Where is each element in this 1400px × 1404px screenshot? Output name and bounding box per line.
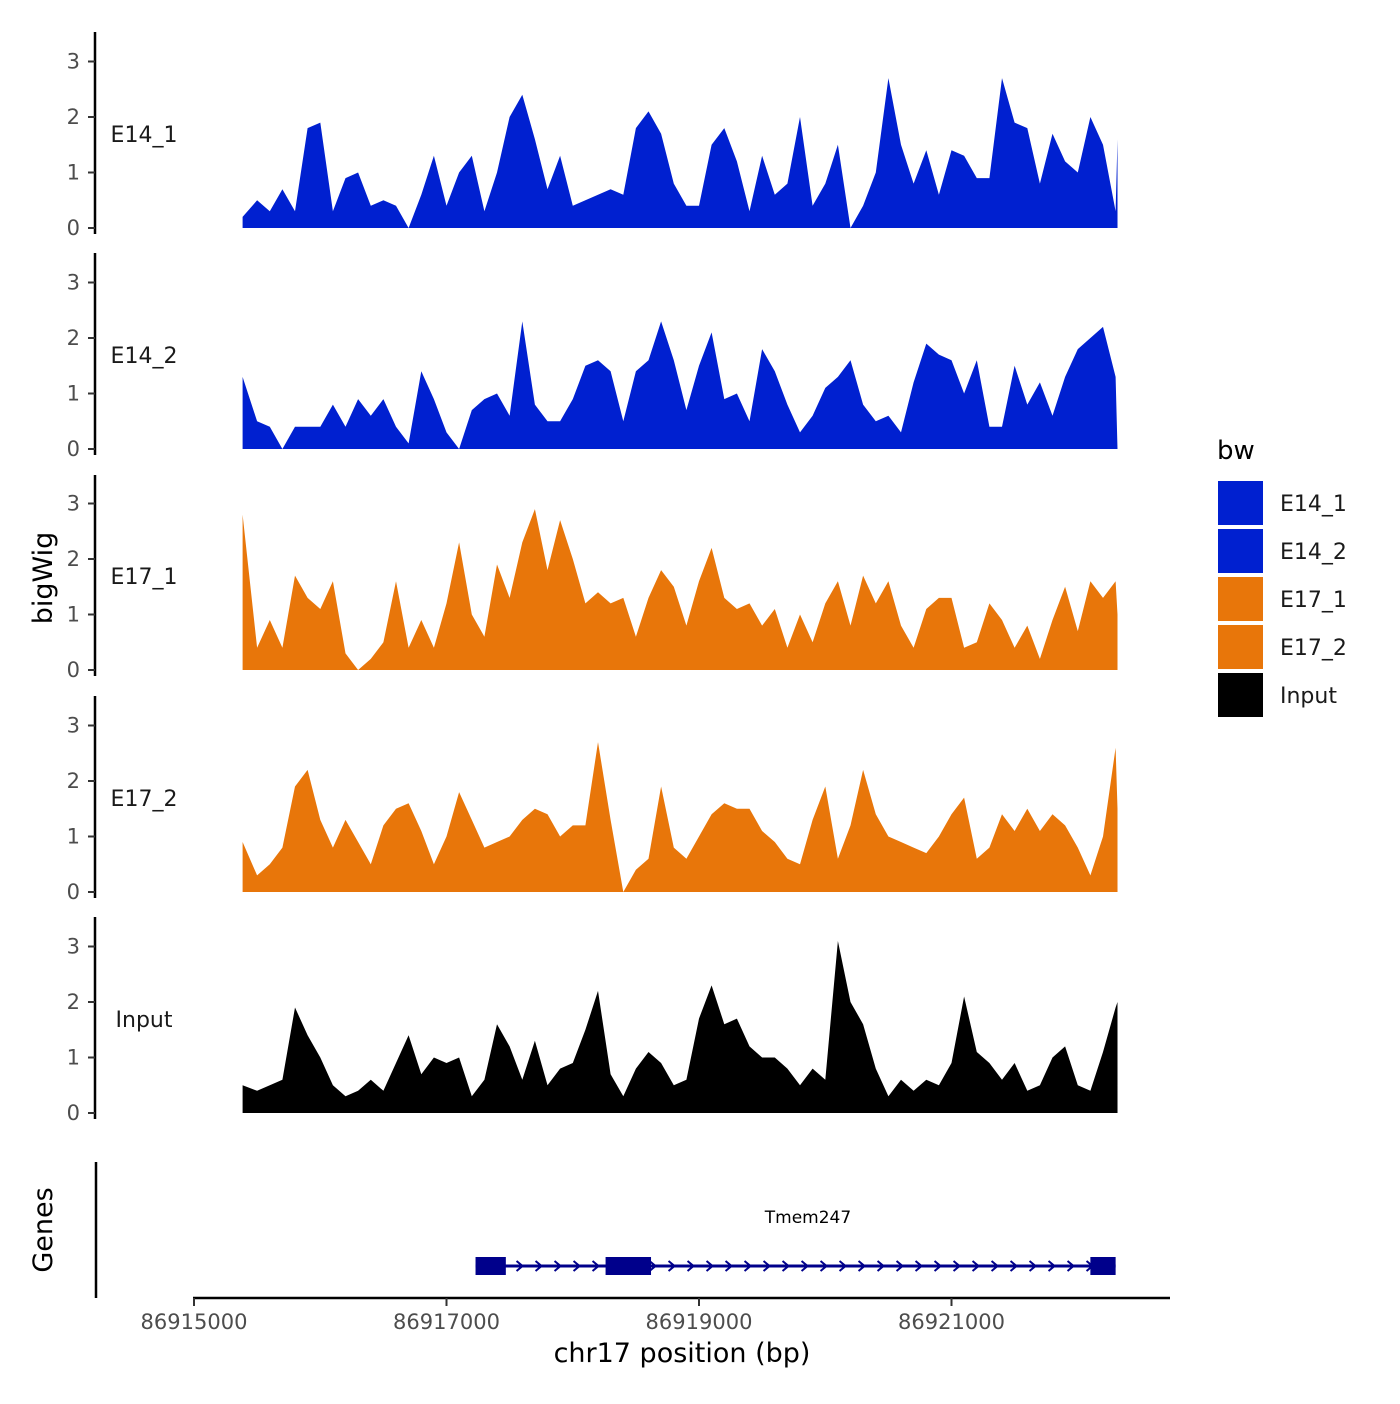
strand-arrow	[952, 1260, 962, 1272]
legend-label: E17_2	[1280, 636, 1347, 661]
track-label: E14_1	[111, 123, 178, 148]
gene-exon	[605, 1257, 652, 1275]
legend-label: E17_1	[1280, 588, 1347, 613]
y-tick-label: 2	[67, 769, 80, 793]
y-tick-label: 2	[67, 547, 80, 571]
y-tick-label: 2	[67, 105, 80, 129]
x-tick-label: 86921000	[898, 1310, 1005, 1334]
strand-arrow	[971, 1260, 981, 1272]
track-e14-1: 0 1 2 3 E14_1	[67, 32, 1118, 240]
strand-arrow	[724, 1260, 734, 1272]
track-e17-2: 0 1 2 3 E17_2	[67, 696, 1118, 904]
y-axis-title: bigWig	[28, 532, 59, 625]
legend-swatch	[1218, 529, 1263, 573]
strand-arrow	[857, 1260, 867, 1272]
legend-swatch	[1218, 673, 1263, 717]
y-tick-label: 3	[67, 935, 80, 959]
tracks-layer: 0 1 2 3 E14_1 0 1 2 3 E14_2 0 1 2 3 E17_1 0 1 2 3 E17_2 0 1 2 3…	[67, 32, 1118, 1125]
strand-arrow	[1066, 1260, 1076, 1272]
legend-label: E14_1	[1280, 492, 1347, 517]
legend-label: Input	[1280, 684, 1337, 709]
y-tick-label: 3	[67, 50, 80, 74]
y-tick-label: 3	[67, 714, 80, 738]
strand-arrow	[591, 1260, 601, 1272]
strand-arrow	[781, 1260, 791, 1272]
track-label: E14_2	[111, 344, 178, 369]
legend-swatch	[1218, 577, 1263, 621]
y-tick-label: 1	[67, 1046, 80, 1070]
legend-swatch	[1218, 625, 1263, 669]
strand-arrow	[914, 1260, 924, 1272]
strand-arrow	[819, 1260, 829, 1272]
signal-area-input	[242, 941, 1118, 1113]
strand-arrow	[572, 1260, 582, 1272]
strand-arrow	[1047, 1260, 1057, 1272]
strand-arrow	[667, 1260, 677, 1272]
strand-arrow	[800, 1260, 810, 1272]
strand-arrow	[515, 1260, 525, 1272]
gene-name-label: Tmem247	[764, 1208, 851, 1228]
signal-area-e17-2	[242, 742, 1118, 892]
strand-arrow	[686, 1260, 696, 1272]
legend-title: bw	[1217, 436, 1255, 466]
y-tick-label: 3	[67, 271, 80, 295]
strand-arrow	[648, 1260, 658, 1272]
gene-panel: Tmem247	[94, 1162, 1170, 1300]
y-tick-label: 0	[67, 216, 80, 240]
y-tick-label: 2	[67, 326, 80, 350]
track-label: E17_1	[111, 565, 178, 590]
strand-arrow	[876, 1260, 886, 1272]
x-tick-label: 86919000	[646, 1310, 753, 1334]
x-axis: 86915000 86917000 86919000 86921000	[141, 1298, 1005, 1334]
strand-arrow	[895, 1260, 905, 1272]
y-tick-label: 0	[67, 880, 80, 904]
strand-arrow	[553, 1260, 563, 1272]
strand-arrow	[762, 1260, 772, 1272]
y-tick-label: 0	[67, 658, 80, 682]
y-tick-label: 0	[67, 437, 80, 461]
signal-area-e14-1	[242, 78, 1118, 228]
y-tick-label: 1	[67, 161, 80, 185]
track-input: 0 1 2 3 Input	[67, 917, 1118, 1125]
strand-arrow	[743, 1260, 753, 1272]
x-tick-label: 86915000	[141, 1310, 248, 1334]
legend: bw E14_1 E14_2 E17_1 E17_2 Input	[1217, 436, 1347, 717]
strand-arrow	[990, 1260, 1000, 1272]
track-label: Input	[116, 1008, 173, 1033]
x-tick-label: 86917000	[393, 1310, 500, 1334]
strand-arrow	[705, 1260, 715, 1272]
y-tick-label: 3	[67, 492, 80, 516]
y-tick-label: 1	[67, 825, 80, 849]
track-e17-1: 0 1 2 3 E17_1	[67, 475, 1118, 682]
legend-swatch	[1218, 481, 1263, 525]
x-axis-title: chr17 position (bp)	[554, 1338, 811, 1369]
gene-exon	[475, 1257, 506, 1275]
y-tick-label: 2	[67, 990, 80, 1014]
strand-arrow	[838, 1260, 848, 1272]
strand-arrow	[933, 1260, 943, 1272]
legend-label: E14_2	[1280, 540, 1347, 565]
signal-area-e17-1	[242, 509, 1118, 670]
y-tick-label: 1	[67, 603, 80, 627]
strand-arrow	[534, 1260, 544, 1272]
signal-area-e14-2	[242, 321, 1118, 449]
gene-exon	[1090, 1257, 1116, 1275]
y-tick-label: 1	[67, 382, 80, 406]
gene-panel-title: Genes	[28, 1187, 59, 1272]
track-label: E17_2	[111, 787, 178, 812]
strand-arrow	[1009, 1260, 1019, 1272]
track-e14-2: 0 1 2 3 E14_2	[67, 253, 1118, 461]
strand-arrow	[1028, 1260, 1038, 1272]
y-tick-label: 0	[67, 1101, 80, 1125]
